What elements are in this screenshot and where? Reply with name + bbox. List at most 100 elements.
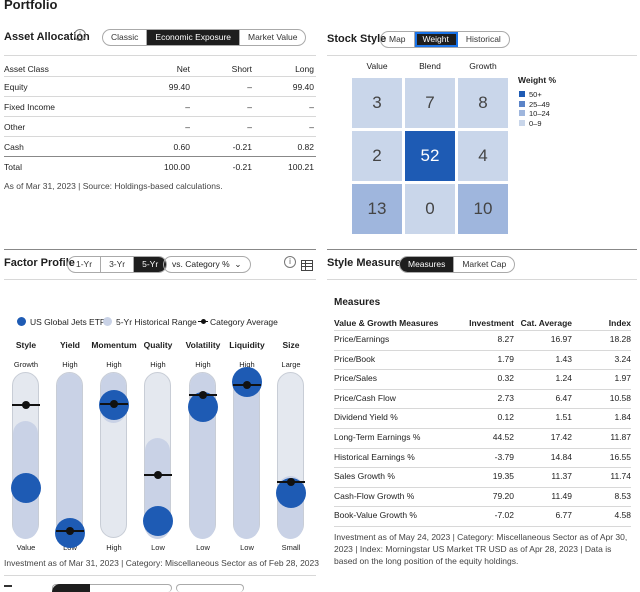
divider xyxy=(4,249,316,250)
category-dropdown-label: vs. Category % xyxy=(172,259,230,269)
factor-top-label: Growth xyxy=(13,360,39,369)
divider xyxy=(334,388,631,390)
divider xyxy=(4,116,316,117)
style-cell: 4 xyxy=(458,131,508,181)
factor-bottom-label: Low xyxy=(196,543,210,552)
row-label: Total xyxy=(4,162,22,172)
table-cell: 1.97 xyxy=(614,373,631,384)
table-cell: – xyxy=(247,102,252,112)
legend-label: 10–24 xyxy=(529,109,550,118)
tab-1yr[interactable]: 1-Yr xyxy=(68,257,102,272)
table-cell: 1.79 xyxy=(497,353,514,364)
row-label: Fixed Income xyxy=(4,102,56,112)
table-cell: 6.47 xyxy=(555,392,572,403)
divider xyxy=(334,506,631,508)
factor-bottom-label: Value xyxy=(16,543,36,552)
info-icon[interactable]: i xyxy=(74,29,86,41)
tab-economic-exposure[interactable]: Economic Exposure xyxy=(147,30,240,45)
divider xyxy=(4,575,316,576)
divider xyxy=(334,428,631,429)
divider xyxy=(334,486,631,488)
column-header: Net xyxy=(176,64,190,74)
divider xyxy=(4,55,316,56)
table-cell: 19.35 xyxy=(492,471,514,482)
tab-historical[interactable]: Historical xyxy=(465,34,501,44)
divider xyxy=(4,76,316,77)
factor-footnote: Investment as of Mar 31, 2023 | Category… xyxy=(4,558,319,568)
style-cell: 0 xyxy=(405,184,455,234)
asset-allocation-footnote: As of Mar 31, 2023 | Source: Holdings-ba… xyxy=(4,181,223,191)
row-label: Dividend Yield % xyxy=(334,412,398,423)
factor-top-label: High xyxy=(239,360,255,369)
info-icon[interactable]: i xyxy=(284,256,296,268)
fund-marker xyxy=(11,473,41,504)
legend-label: 50+ xyxy=(529,90,542,99)
factor-name: Quality xyxy=(143,340,173,350)
stock-style-tabs: Map Weight Historical xyxy=(380,31,510,48)
asset-allocation-title: Asset Allocation xyxy=(4,31,90,43)
table-cell: -0.21 xyxy=(232,162,252,172)
table-icon[interactable] xyxy=(301,258,313,271)
divider xyxy=(327,279,637,280)
factor-profile-title: Factor Profile xyxy=(4,257,75,269)
row-label: Price/Book xyxy=(334,353,376,364)
category-avg-marker xyxy=(100,399,128,408)
divider xyxy=(327,249,637,250)
factor-name: Size xyxy=(282,340,300,350)
category-avg-marker xyxy=(12,401,40,410)
table-cell: 16.97 xyxy=(550,334,572,344)
table-cell: 100.21 xyxy=(288,162,314,172)
cut-off-active-tab xyxy=(52,584,90,592)
fund-legend-label: US Global Jets ETF xyxy=(30,317,106,327)
table-cell: 1.84 xyxy=(614,412,631,423)
style-cell: 7 xyxy=(405,78,455,128)
table-cell: 100.00 xyxy=(164,162,190,172)
measures-footnote: Investment as of May 24, 2023 | Category… xyxy=(334,532,628,566)
tab-market-value[interactable]: Market Value xyxy=(248,32,298,42)
tab-5yr[interactable]: 5-Yr xyxy=(134,257,167,272)
row-label: Historical Earnings % xyxy=(334,451,415,462)
factor-name: Momentum xyxy=(91,340,137,350)
cut-off-dropdown xyxy=(176,584,244,592)
divider xyxy=(327,55,637,56)
tab-map[interactable]: Map xyxy=(381,32,415,47)
table-cell: 99.40 xyxy=(292,82,314,92)
tab-measures[interactable]: Measures xyxy=(400,257,455,272)
avg-legend-label: Category Average xyxy=(210,317,278,327)
divider xyxy=(4,156,316,157)
column-header: Index xyxy=(608,318,631,328)
style-col-label: Blend xyxy=(419,61,441,71)
chevron-down-icon: ⌄ xyxy=(232,259,242,269)
factor-track xyxy=(56,372,83,539)
divider xyxy=(334,369,631,371)
row-label: Cash xyxy=(4,142,24,152)
style-col-label: Growth xyxy=(469,61,497,71)
table-cell: – xyxy=(309,122,314,132)
factor-range xyxy=(234,373,259,539)
column-header: Investment xyxy=(469,318,514,328)
table-cell: -3.79 xyxy=(494,451,514,462)
table-cell: 10.58 xyxy=(609,392,631,403)
tab-3yr[interactable]: 3-Yr xyxy=(101,257,135,272)
divider xyxy=(334,408,631,410)
tab-weight[interactable]: Weight xyxy=(414,32,458,47)
category-avg-marker xyxy=(189,391,217,400)
column-header: Value & Growth Measures xyxy=(334,318,439,328)
table-cell: – xyxy=(185,122,190,132)
avg-legend-dot xyxy=(201,319,206,324)
factor-bottom-label: Low xyxy=(151,543,165,552)
table-cell: 1.51 xyxy=(555,412,572,423)
asset-allocation-tabs: Classic Economic Exposure Market Value xyxy=(102,29,307,46)
category-dropdown[interactable]: vs. Category % ⌄ xyxy=(163,256,251,273)
category-avg-marker xyxy=(144,470,172,479)
style-cell: 3 xyxy=(352,78,402,128)
divider xyxy=(4,96,316,97)
divider xyxy=(4,279,316,280)
row-label: Book-Value Growth % xyxy=(334,510,417,521)
row-label: Cash-Flow Growth % xyxy=(334,490,415,501)
factor-top-label: Large xyxy=(281,360,301,369)
table-cell: -0.21 xyxy=(232,142,252,152)
tab-classic[interactable]: Classic xyxy=(103,30,148,45)
tab-market-cap[interactable]: Market Cap xyxy=(462,259,507,269)
table-cell: 0.60 xyxy=(173,142,190,152)
